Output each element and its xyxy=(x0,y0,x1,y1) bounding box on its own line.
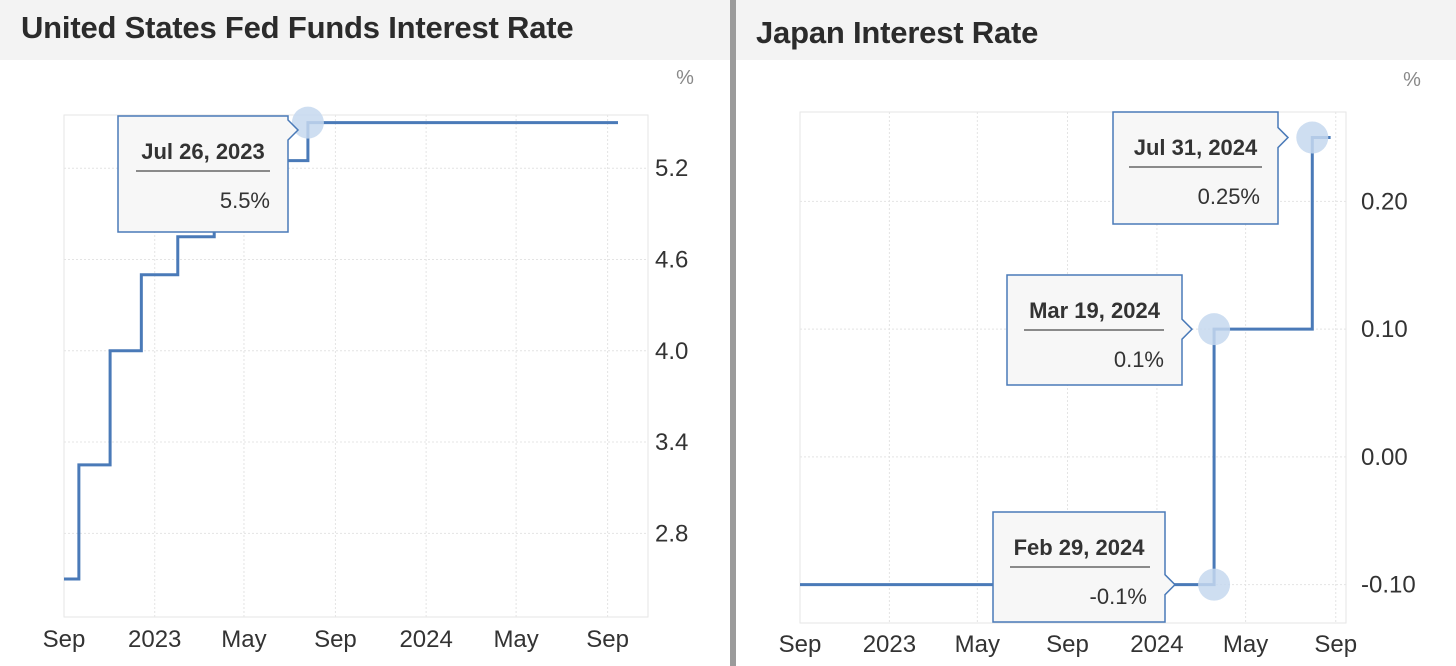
plot-frame xyxy=(799,111,1347,624)
y-tick-label: 3.4 xyxy=(655,429,688,456)
us-chart-header: United States Fed Funds Interest Rate xyxy=(0,0,730,60)
x-tick-label: Sep xyxy=(314,626,357,653)
tooltip-value: -0.1% xyxy=(1090,584,1147,609)
japan-rate-chart: % -0.10 0.00 0.10 0.20 Sep 2023 May Sep 2024 May Se… xyxy=(779,69,1421,658)
y-unit-label: % xyxy=(676,67,694,89)
y-tick-label: 5.2 xyxy=(655,155,688,182)
tooltip-value: 0.1% xyxy=(1114,347,1164,372)
tooltip-box xyxy=(1112,111,1290,225)
tooltip-value: 0.25% xyxy=(1198,184,1260,209)
x-tick-label: 2024 xyxy=(1130,631,1183,658)
us-chart-panel: United States Fed Funds Interest Rate % 2… xyxy=(0,0,730,653)
x-tick-label: May xyxy=(221,626,266,653)
y-unit-label: % xyxy=(1403,69,1421,91)
x-tick-label: 2024 xyxy=(399,626,452,653)
x-tick-label: Sep xyxy=(779,631,822,658)
highlight-marker xyxy=(291,106,324,139)
highlight-marker xyxy=(1198,568,1231,601)
tooltip: Mar 19, 2024 0.1% xyxy=(1006,274,1194,386)
tooltip: Jul 26, 2023 5.5% xyxy=(117,115,300,233)
japan-chart-title: Japan Interest Rate xyxy=(756,15,1039,50)
x-tick-label: Sep xyxy=(586,626,629,653)
highlight-marker xyxy=(1198,313,1231,346)
tooltip-value: 5.5% xyxy=(220,188,270,213)
x-tick-label: May xyxy=(493,626,538,653)
japan-chart-header: Japan Interest Rate xyxy=(736,0,1456,60)
tooltip-date: Feb 29, 2024 xyxy=(1014,535,1146,560)
highlight-marker xyxy=(1296,121,1329,154)
y-tick-label: 4.0 xyxy=(655,338,688,365)
x-tick-label: May xyxy=(1223,631,1268,658)
y-tick-label: 4.6 xyxy=(655,247,688,274)
panel-divider xyxy=(730,0,736,666)
japan-chart-panel: Japan Interest Rate % -0.10 0.00 0.10 0.20 Se… xyxy=(736,0,1456,666)
y-tick-label: 0.20 xyxy=(1361,188,1408,215)
tooltip-box xyxy=(117,115,300,233)
us-rate-chart: % 2.8 3.4 4.0 4.6 5.2 Sep 2023 May Sep 2024 May Sep J… xyxy=(43,67,694,653)
x-tick-label: Sep xyxy=(1046,631,1089,658)
x-tick-label: 2023 xyxy=(863,631,916,658)
y-tick-label: 0.10 xyxy=(1361,316,1408,343)
x-tick-label: Sep xyxy=(43,626,86,653)
y-tick-label: -0.10 xyxy=(1361,572,1416,599)
tooltip: Jul 31, 2024 0.25% xyxy=(1112,111,1290,225)
x-tick-label: Sep xyxy=(1314,631,1357,658)
y-tick-label: 0.00 xyxy=(1361,444,1408,471)
tooltip-date: Jul 31, 2024 xyxy=(1134,135,1258,160)
us-chart-title: United States Fed Funds Interest Rate xyxy=(21,10,574,45)
tooltip-date: Jul 26, 2023 xyxy=(141,139,265,164)
plot-frame xyxy=(63,114,649,618)
tooltip-date: Mar 19, 2024 xyxy=(1029,298,1161,323)
x-tick-label: May xyxy=(955,631,1000,658)
tooltip: Feb 29, 2024 -0.1% xyxy=(992,511,1177,623)
y-tick-label: 2.8 xyxy=(655,520,688,547)
x-tick-label: 2023 xyxy=(128,626,181,653)
grid-lines xyxy=(63,114,649,618)
